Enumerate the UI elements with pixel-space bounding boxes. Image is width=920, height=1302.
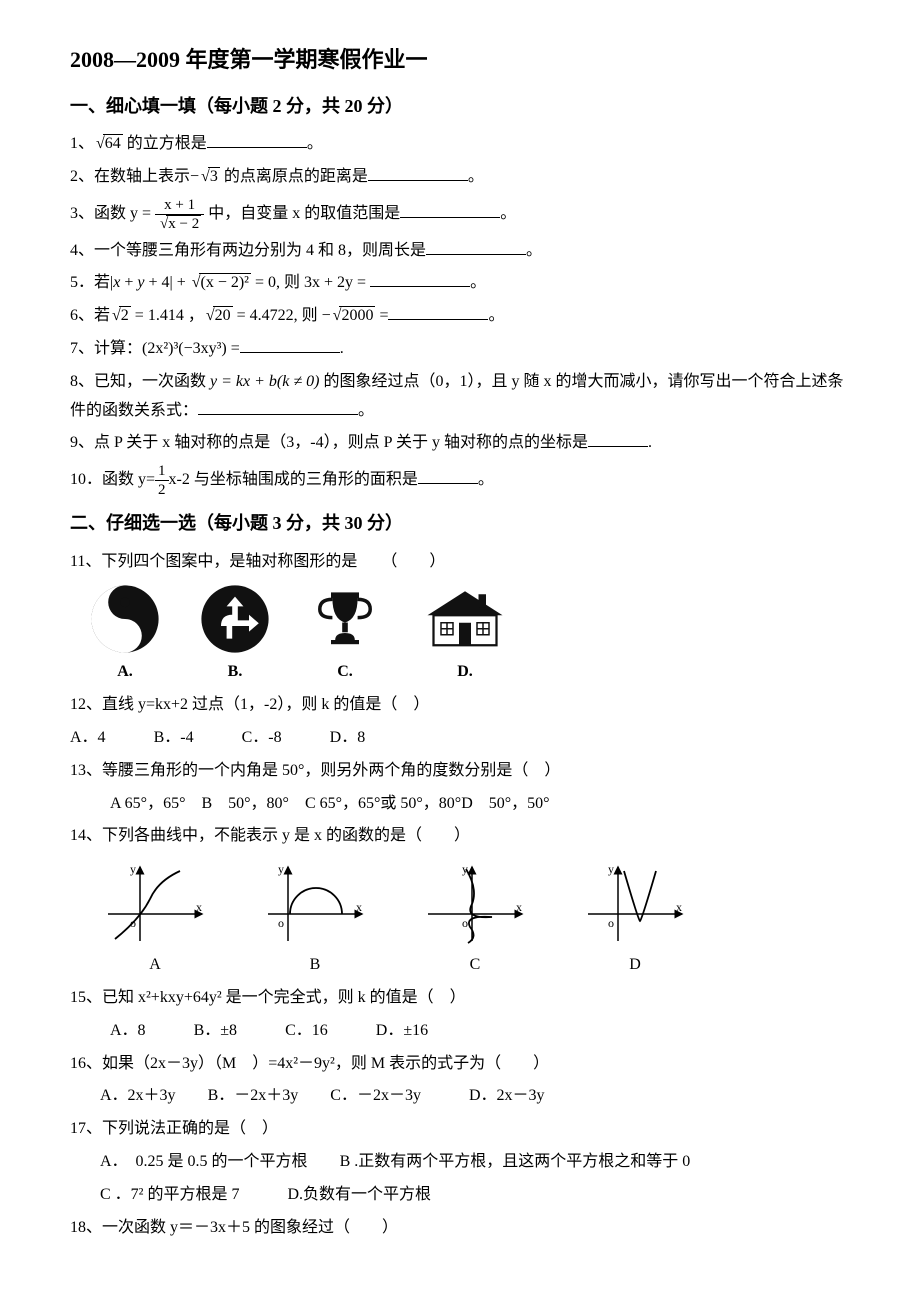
q3: 3、函数 y = x + 1x − 2 中，自变量 x 的取值范围是。 — [70, 196, 850, 233]
q17-options-ab: A． 0.25 是 0.5 的一个平方根 B .正数有两个平方根，且这两个平方根… — [70, 1148, 850, 1177]
q18: 18、一次函数 y＝－3x＋5 的图象经过（ ） — [70, 1214, 850, 1243]
q6: 6、若2 = 1.414 ，20 = 4.4722, 则 −2000 =。 — [70, 302, 850, 331]
svg-text:o: o — [462, 916, 468, 930]
graph-c-icon: x y o — [420, 859, 530, 949]
graph-b-icon: x y o — [260, 859, 370, 949]
q1: 1、64 的立方根是。 — [70, 130, 850, 159]
svg-text:y: y — [462, 862, 468, 876]
svg-text:x: x — [676, 900, 682, 914]
q11-images: A. B. C. — [90, 584, 850, 687]
graph-d-icon: x y o — [580, 859, 690, 949]
q10: 10．函数 y=12x-2 与坐标轴围成的三角形的面积是。 — [70, 462, 850, 499]
q16-options: A．2x＋3y B．－2x＋3y C．－2x－3y D．2x－3y — [70, 1082, 850, 1111]
q16: 16、如果（2x－3y）（M ）=4x²－9y²，则 M 表示的式子为（ ） — [70, 1050, 850, 1079]
svg-text:o: o — [278, 916, 284, 930]
q14: 14、下列各曲线中，不能表示 y 是 x 的函数的是（ ） — [70, 822, 850, 851]
q13-options: A 65°，65° B 50°，80° C 65°，65°或 50°，80°D … — [70, 790, 850, 819]
yinyang-icon — [90, 584, 160, 654]
q12-options: A．4 B．-4 C．-8 D．8 — [70, 724, 850, 753]
arrow-sign-icon — [200, 584, 270, 654]
q12: 12、直线 y=kx+2 过点（1，-2），则 k 的值是（ ） — [70, 691, 850, 720]
section2-heading: 二、仔细选一选（每小题 3 分，共 30 分） — [70, 507, 850, 539]
q15-options: A．8 B．±8 C．16 D．±16 — [70, 1017, 850, 1046]
graph-a-icon: x y o — [100, 859, 210, 949]
svg-text:o: o — [130, 916, 136, 930]
q17-options-cd: C ．7² 的平方根是 7 D.负数有一个平方根 — [70, 1181, 850, 1210]
q9: 9、点 P 关于 x 轴对称的点是（3，-4），则点 P 关于 y 轴对称的点的… — [70, 429, 850, 458]
svg-text:x: x — [516, 900, 522, 914]
svg-text:o: o — [608, 916, 614, 930]
page-title: 2008—2009 年度第一学期寒假作业一 — [70, 40, 850, 80]
q4: 4、一个等腰三角形有两边分别为 4 和 8，则周长是。 — [70, 237, 850, 266]
q11: 11、下列四个图案中，是轴对称图形的是 （ ） — [70, 548, 850, 577]
svg-text:x: x — [196, 900, 202, 914]
q2: 2、在数轴上表示−3 的点离原点的距离是。 — [70, 163, 850, 192]
q15: 15、已知 x²+kxy+64y² 是一个完全式，则 k 的值是（ ） — [70, 984, 850, 1013]
q5: 5．若|x + y + 4| + (x − 2)² = 0, 则 3x + 2y… — [70, 269, 850, 298]
q7: 7、计算：(2x²)³(−3xy³) =. — [70, 335, 850, 364]
svg-text:y: y — [130, 862, 136, 876]
svg-text:y: y — [608, 862, 614, 876]
svg-text:y: y — [278, 862, 284, 876]
trophy-icon — [310, 584, 380, 654]
svg-text:x: x — [356, 900, 362, 914]
section1-heading: 一、细心填一填（每小题 2 分，共 20 分） — [70, 90, 850, 122]
q8: 8、已知，一次函数 y = kx + b(k ≠ 0) 的图象经过点（0，1），… — [70, 368, 850, 426]
q14-graphs: xyo A xyo B xyo C xyo D — [100, 859, 850, 980]
house-icon — [420, 584, 510, 654]
q17: 17、下列说法正确的是（ ） — [70, 1115, 850, 1144]
q13: 13、等腰三角形的一个内角是 50°，则另外两个角的度数分别是（ ） — [70, 757, 850, 786]
